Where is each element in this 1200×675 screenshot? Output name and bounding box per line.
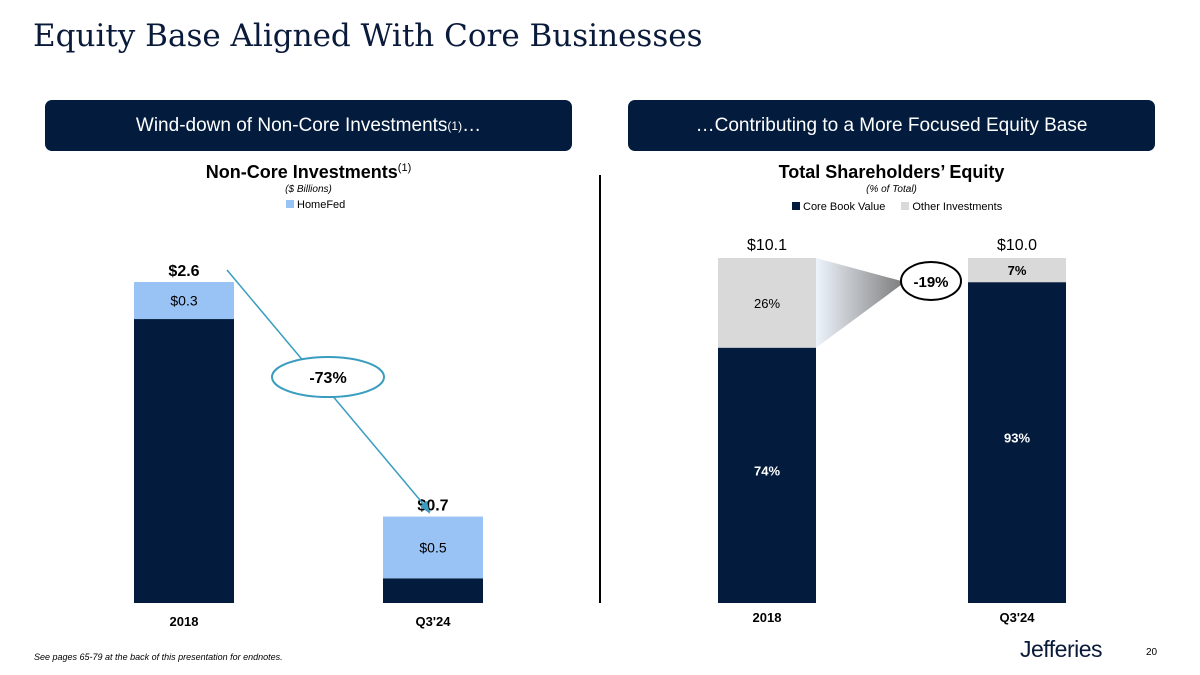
bar-segment <box>718 347 816 603</box>
total-label: $2.6 <box>168 263 199 280</box>
category-label: 2018 <box>753 610 782 625</box>
data-label: 7% <box>1008 263 1027 278</box>
left-banner-text: Wind-down of Non-Core Investments <box>135 114 448 136</box>
data-label: $0.3 <box>170 293 197 309</box>
jefferies-logo: Jefferies <box>1020 636 1103 662</box>
divider <box>599 175 601 603</box>
total-label: $10.1 <box>747 237 787 254</box>
data-label: 26% <box>754 296 780 311</box>
bar-segment <box>134 282 234 320</box>
right-chart-title: Total Shareholders’ Equity <box>778 162 1005 182</box>
shrink-wedge <box>816 258 905 348</box>
data-label: $0.5 <box>419 539 446 555</box>
data-label: 93% <box>1004 431 1030 446</box>
left-banner-sup: (1) <box>447 118 463 133</box>
left-legend: HomeFed <box>286 199 345 211</box>
change-label: -73% <box>309 370 346 387</box>
page-title: Equity Base Aligned With Core Businesses <box>33 18 703 54</box>
category-label: Q3'24 <box>416 614 452 629</box>
legend-label: Other Investments <box>912 201 1003 213</box>
footnote: See pages 65-79 at the back of this pres… <box>34 652 283 662</box>
change-label: -19% <box>913 274 948 291</box>
legend-item-other: Other Investments <box>901 201 1002 213</box>
arrow-head <box>420 501 430 514</box>
legend-item-core: Core Book Value <box>792 201 885 213</box>
category-label: Q3'24 <box>1000 610 1036 625</box>
right-banner: …Contributing to a More Focused Equity B… <box>628 100 1155 151</box>
change-badge <box>900 261 962 301</box>
total-label: $10.0 <box>997 237 1037 254</box>
category-label: 2018 <box>170 614 199 629</box>
right-chart-subtitle: (% of Total) <box>866 184 917 195</box>
bar-segment <box>968 258 1066 283</box>
bar-segment <box>383 516 483 579</box>
left-banner: Wind-down of Non-Core Investments (1)… <box>45 100 572 151</box>
page-number: 20 <box>1146 647 1158 658</box>
legend-item-homefed: HomeFed <box>286 199 345 211</box>
left-chart-subtitle: ($ Billions) <box>285 184 332 195</box>
change-badge <box>271 356 385 398</box>
left-banner-suffix: … <box>462 114 482 136</box>
left-chart-title-sup: (1) <box>397 162 412 174</box>
bar-segment <box>383 578 483 603</box>
right-legend: Core Book Value Other Investments <box>792 201 1002 213</box>
bar-segment <box>968 282 1066 603</box>
legend-label: Core Book Value <box>803 201 886 213</box>
left-chart-title-text: Non-Core Investments <box>205 162 398 182</box>
bar-segment <box>134 319 234 603</box>
data-label: 74% <box>754 463 780 478</box>
left-chart-title: Non-Core Investments(1) <box>134 162 483 183</box>
legend-label: HomeFed <box>297 199 346 211</box>
total-label: $0.7 <box>417 498 448 515</box>
bar-segment <box>718 258 816 348</box>
